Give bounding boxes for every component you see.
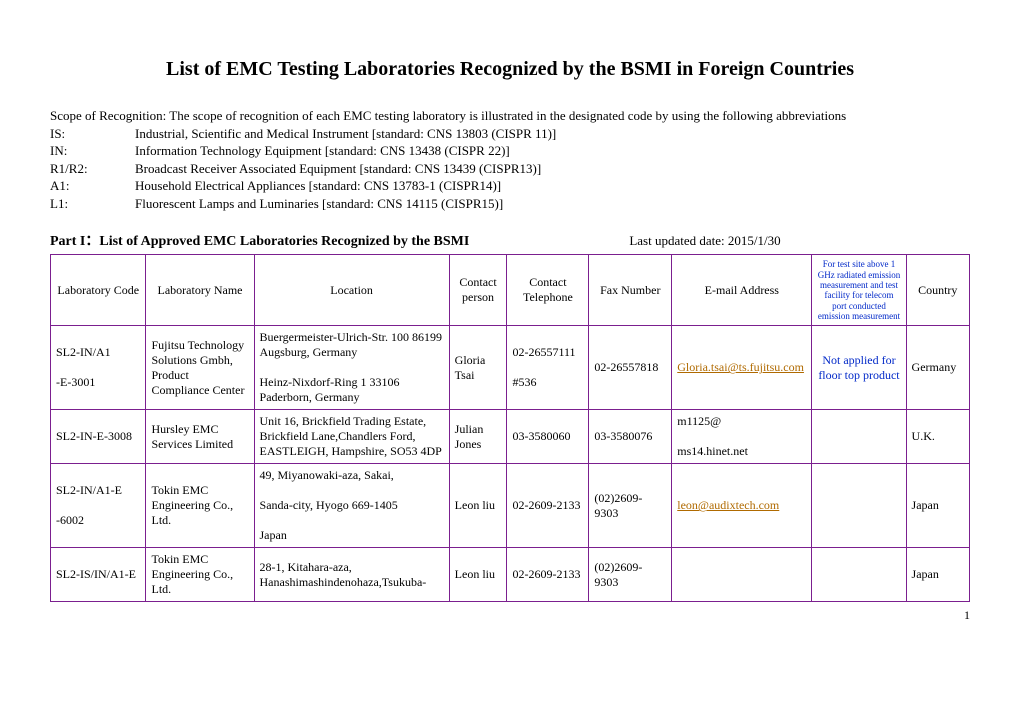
cell-fax: 03-3580076 <box>589 410 672 464</box>
abbr-desc: Information Technology Equipment [standa… <box>135 142 510 160</box>
abbr-row: IS:Industrial, Scientific and Medical In… <box>50 125 970 143</box>
th-name: Laboratory Name <box>146 255 254 326</box>
cell-location: 28-1, Kitahara-aza, Hanashimashindenohaz… <box>254 548 449 602</box>
cell-tel: 02-2609-2133 <box>507 464 589 548</box>
scope-intro: Scope of Recognition: The scope of recog… <box>50 107 970 125</box>
labs-table: Laboratory Code Laboratory Name Location… <box>50 254 970 602</box>
page-title: List of EMC Testing Laboratories Recogni… <box>50 58 970 81</box>
th-note: For test site above 1 GHz radiated emiss… <box>812 255 906 326</box>
abbr-row: L1:Fluorescent Lamps and Luminaries [sta… <box>50 195 970 213</box>
abbr-desc: Household Electrical Appliances [standar… <box>135 177 501 195</box>
scope-block: Scope of Recognition: The scope of recog… <box>50 107 970 212</box>
cell-location: Buergermeister-Ulrich-Str. 100 86199 Aug… <box>254 326 449 410</box>
th-location: Location <box>254 255 449 326</box>
cell-name: Tokin EMC Engineering Co., Ltd. <box>146 548 254 602</box>
cell-fax: 02-26557818 <box>589 326 672 410</box>
cell-country: Japan <box>906 464 969 548</box>
th-country: Country <box>906 255 969 326</box>
table-row: SL2-IS/IN/A1-ETokin EMC Engineering Co.,… <box>51 548 970 602</box>
updated-date: Last updated date: 2015/1/30 <box>629 233 780 249</box>
part-header: Part I：List of Approved EMC Laboratories… <box>50 230 970 250</box>
cell-email <box>672 548 812 602</box>
cell-note <box>812 548 906 602</box>
abbr-row: IN:Information Technology Equipment [sta… <box>50 142 970 160</box>
cell-note: Not applied for floor top product <box>812 326 906 410</box>
cell-person: Leon liu <box>449 464 507 548</box>
table-row: SL2-IN/A1-E-3001Fujitsu Technology Solut… <box>51 326 970 410</box>
cell-tel: 02-26557111#536 <box>507 326 589 410</box>
cell-email: Gloria.tsai@ts.fujitsu.com <box>672 326 812 410</box>
abbr-desc: Fluorescent Lamps and Luminaries [standa… <box>135 195 503 213</box>
cell-location: Unit 16, Brickfield Trading Estate, Bric… <box>254 410 449 464</box>
abbr-desc: Broadcast Receiver Associated Equipment … <box>135 160 541 178</box>
th-person: Contact person <box>449 255 507 326</box>
abbr-code: A1: <box>50 177 135 195</box>
cell-tel: 03-3580060 <box>507 410 589 464</box>
cell-person: Julian Jones <box>449 410 507 464</box>
cell-country: Japan <box>906 548 969 602</box>
cell-person: Leon liu <box>449 548 507 602</box>
cell-fax: (02)2609-9303 <box>589 464 672 548</box>
cell-tel: 02-2609-2133 <box>507 548 589 602</box>
cell-name: Hursley EMC Services Limited <box>146 410 254 464</box>
table-row: SL2-IN-E-3008Hursley EMC Services Limite… <box>51 410 970 464</box>
cell-country: U.K. <box>906 410 969 464</box>
th-fax: Fax Number <box>589 255 672 326</box>
abbr-code: R1/R2: <box>50 160 135 178</box>
page-number: 1 <box>50 608 970 623</box>
cell-location: 49, Miyanowaki-aza, Sakai,Sanda-city, Hy… <box>254 464 449 548</box>
cell-name: Tokin EMC Engineering Co., Ltd. <box>146 464 254 548</box>
cell-code: SL2-IN/A1-E-6002 <box>51 464 146 548</box>
abbr-list: IS:Industrial, Scientific and Medical In… <box>50 125 970 213</box>
abbr-code: IS: <box>50 125 135 143</box>
part-title: Part I：List of Approved EMC Laboratories… <box>50 230 469 250</box>
cell-note <box>812 410 906 464</box>
cell-country: Germany <box>906 326 969 410</box>
table-body: SL2-IN/A1-E-3001Fujitsu Technology Solut… <box>51 326 970 602</box>
abbr-desc: Industrial, Scientific and Medical Instr… <box>135 125 556 143</box>
abbr-code: IN: <box>50 142 135 160</box>
abbr-code: L1: <box>50 195 135 213</box>
cell-person: Gloria Tsai <box>449 326 507 410</box>
abbr-row: A1:Household Electrical Appliances [stan… <box>50 177 970 195</box>
cell-email: leon@audixtech.com <box>672 464 812 548</box>
th-code: Laboratory Code <box>51 255 146 326</box>
table-header-row: Laboratory Code Laboratory Name Location… <box>51 255 970 326</box>
abbr-row: R1/R2:Broadcast Receiver Associated Equi… <box>50 160 970 178</box>
cell-note <box>812 464 906 548</box>
cell-name: Fujitsu Technology Solutions Gmbh, Produ… <box>146 326 254 410</box>
th-tel: Contact Telephone <box>507 255 589 326</box>
cell-code: SL2-IN/A1-E-3001 <box>51 326 146 410</box>
th-email: E-mail Address <box>672 255 812 326</box>
email-link[interactable]: leon@audixtech.com <box>677 498 779 512</box>
table-row: SL2-IN/A1-E-6002Tokin EMC Engineering Co… <box>51 464 970 548</box>
cell-email: m1125@ms14.hinet.net <box>672 410 812 464</box>
cell-code: SL2-IS/IN/A1-E <box>51 548 146 602</box>
cell-code: SL2-IN-E-3008 <box>51 410 146 464</box>
cell-fax: (02)2609-9303 <box>589 548 672 602</box>
email-link[interactable]: Gloria.tsai@ts.fujitsu.com <box>677 360 804 374</box>
